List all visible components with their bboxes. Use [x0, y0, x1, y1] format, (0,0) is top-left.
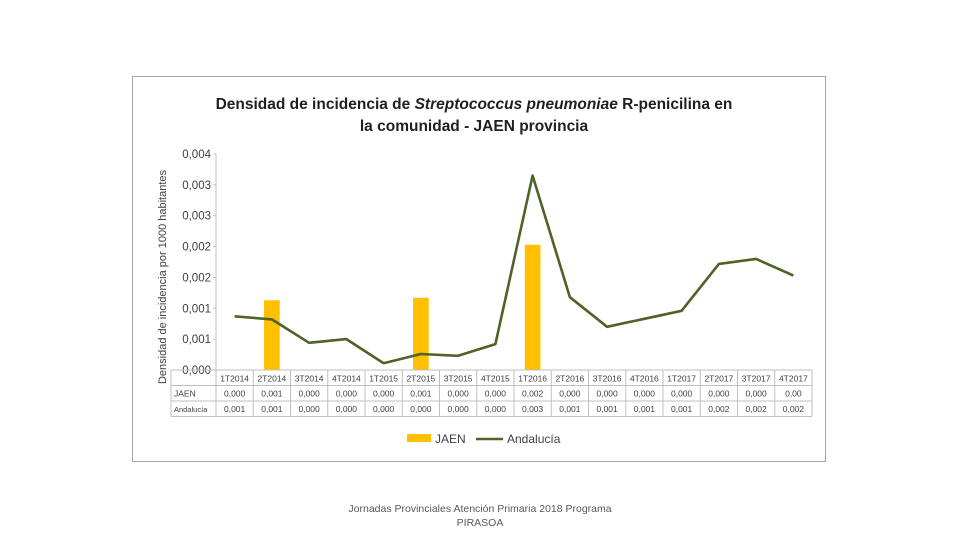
bar-jaen [264, 300, 280, 370]
table-data-label: 0,001 [634, 404, 656, 414]
table-data-label: 0,000 [559, 388, 581, 398]
y-tick-label: 0,001 [182, 303, 211, 315]
y-axis-label: Densidad de incidencia por 1000 habitant… [157, 169, 169, 384]
table-data-label: 0,000 [224, 388, 246, 398]
table-data-label: 0,000 [634, 388, 656, 398]
y-tick-label: 0,002 [182, 272, 211, 284]
table-data-label: 0,000 [373, 388, 395, 398]
chart-svg: Densidad de incidencia de Streptococcus … [157, 96, 813, 446]
table-data-label: 0,002 [708, 404, 730, 414]
x-tick-label: 4T2017 [779, 373, 808, 383]
y-tick-label: 0,003 [182, 211, 211, 223]
x-tick-label: 2T2014 [257, 373, 286, 383]
table-data-label: 0,002 [783, 404, 805, 414]
y-tick-label: 0,002 [182, 242, 211, 254]
table-data-label: 0,001 [261, 388, 283, 398]
table-data-label: 0,000 [447, 404, 469, 414]
x-tick-label: 1T2017 [667, 373, 696, 383]
table-data-label: 0,001 [410, 388, 432, 398]
table-data-label: 0,000 [485, 404, 507, 414]
table-data-label: 0,000 [336, 404, 358, 414]
x-tick-label: 2T2015 [406, 373, 435, 383]
bar-jaen [524, 244, 541, 370]
table-data-label: 0,000 [671, 388, 693, 398]
x-tick-label: 1T2014 [220, 373, 249, 383]
x-tick-label: 3T2017 [742, 373, 771, 383]
table-data-label: 0,001 [224, 404, 246, 414]
table-data-label: 0,000 [336, 388, 358, 398]
x-tick-label: 4T2015 [481, 373, 510, 383]
table-data-label: 0,001 [596, 404, 618, 414]
table-series-label: Andalucía [174, 405, 208, 414]
x-tick-label: 3T2015 [444, 373, 473, 383]
table-data-label: 0,000 [410, 404, 432, 414]
chart-title-line2: la comunidad - JAEN provincia [360, 118, 589, 135]
table-data-label: 0,000 [447, 388, 469, 398]
table-data-label: 0,001 [261, 404, 283, 414]
legend-label-andalucia: Andalucía [507, 432, 561, 446]
chart-title-line1: Densidad de incidencia de Streptococcus … [216, 96, 733, 113]
footer: Jornadas Provinciales Atención Primaria … [330, 502, 630, 530]
table-data-label: 0,003 [522, 404, 544, 414]
table-series-label: JAEN [174, 388, 196, 398]
y-tick-label: 0,003 [182, 180, 211, 192]
table-data-label: 0,002 [522, 388, 544, 398]
table-data-label: 0,000 [298, 404, 320, 414]
y-tick-label: 0,000 [182, 365, 211, 377]
x-tick-label: 1T2016 [518, 373, 547, 383]
legend-label-jaen: JAEN [435, 432, 466, 446]
plot-area: 0,0000,0010,0010,0020,0020,0030,0030,004… [170, 149, 813, 446]
x-tick-label: 4T2014 [332, 373, 361, 383]
y-tick-label: 0,004 [182, 149, 211, 161]
table-data-label: 0,000 [596, 388, 618, 398]
x-tick-label: 1T2015 [369, 373, 398, 383]
x-tick-label: 2T2017 [704, 373, 733, 383]
table-data-label: 0,000 [373, 404, 395, 414]
table-data-label: 0,000 [708, 388, 730, 398]
footer-line1: Jornadas Provinciales Atención Primaria … [348, 503, 612, 515]
x-tick-label: 3T2014 [295, 373, 324, 383]
bar-jaen [413, 297, 429, 370]
table-data-label: 0,000 [485, 388, 507, 398]
table-data-label: 0,000 [298, 388, 320, 398]
y-tick-label: 0,001 [182, 334, 211, 346]
table-data-label: 0,002 [745, 404, 767, 414]
table-data-label: 0,001 [671, 404, 693, 414]
line-andalucia [234, 174, 794, 365]
legend-swatch-jaen [407, 434, 431, 442]
table-data-label: 0,000 [745, 388, 767, 398]
chart-frame: Densidad de incidencia de Streptococcus … [132, 76, 826, 462]
x-tick-label: 4T2016 [630, 373, 659, 383]
x-tick-label: 2T2016 [555, 373, 584, 383]
footer-line2: PIRASOA [456, 517, 504, 529]
x-tick-label: 3T2016 [593, 373, 622, 383]
table-data-label: 0,001 [559, 404, 581, 414]
table-data-label: 0,00 [785, 388, 802, 398]
